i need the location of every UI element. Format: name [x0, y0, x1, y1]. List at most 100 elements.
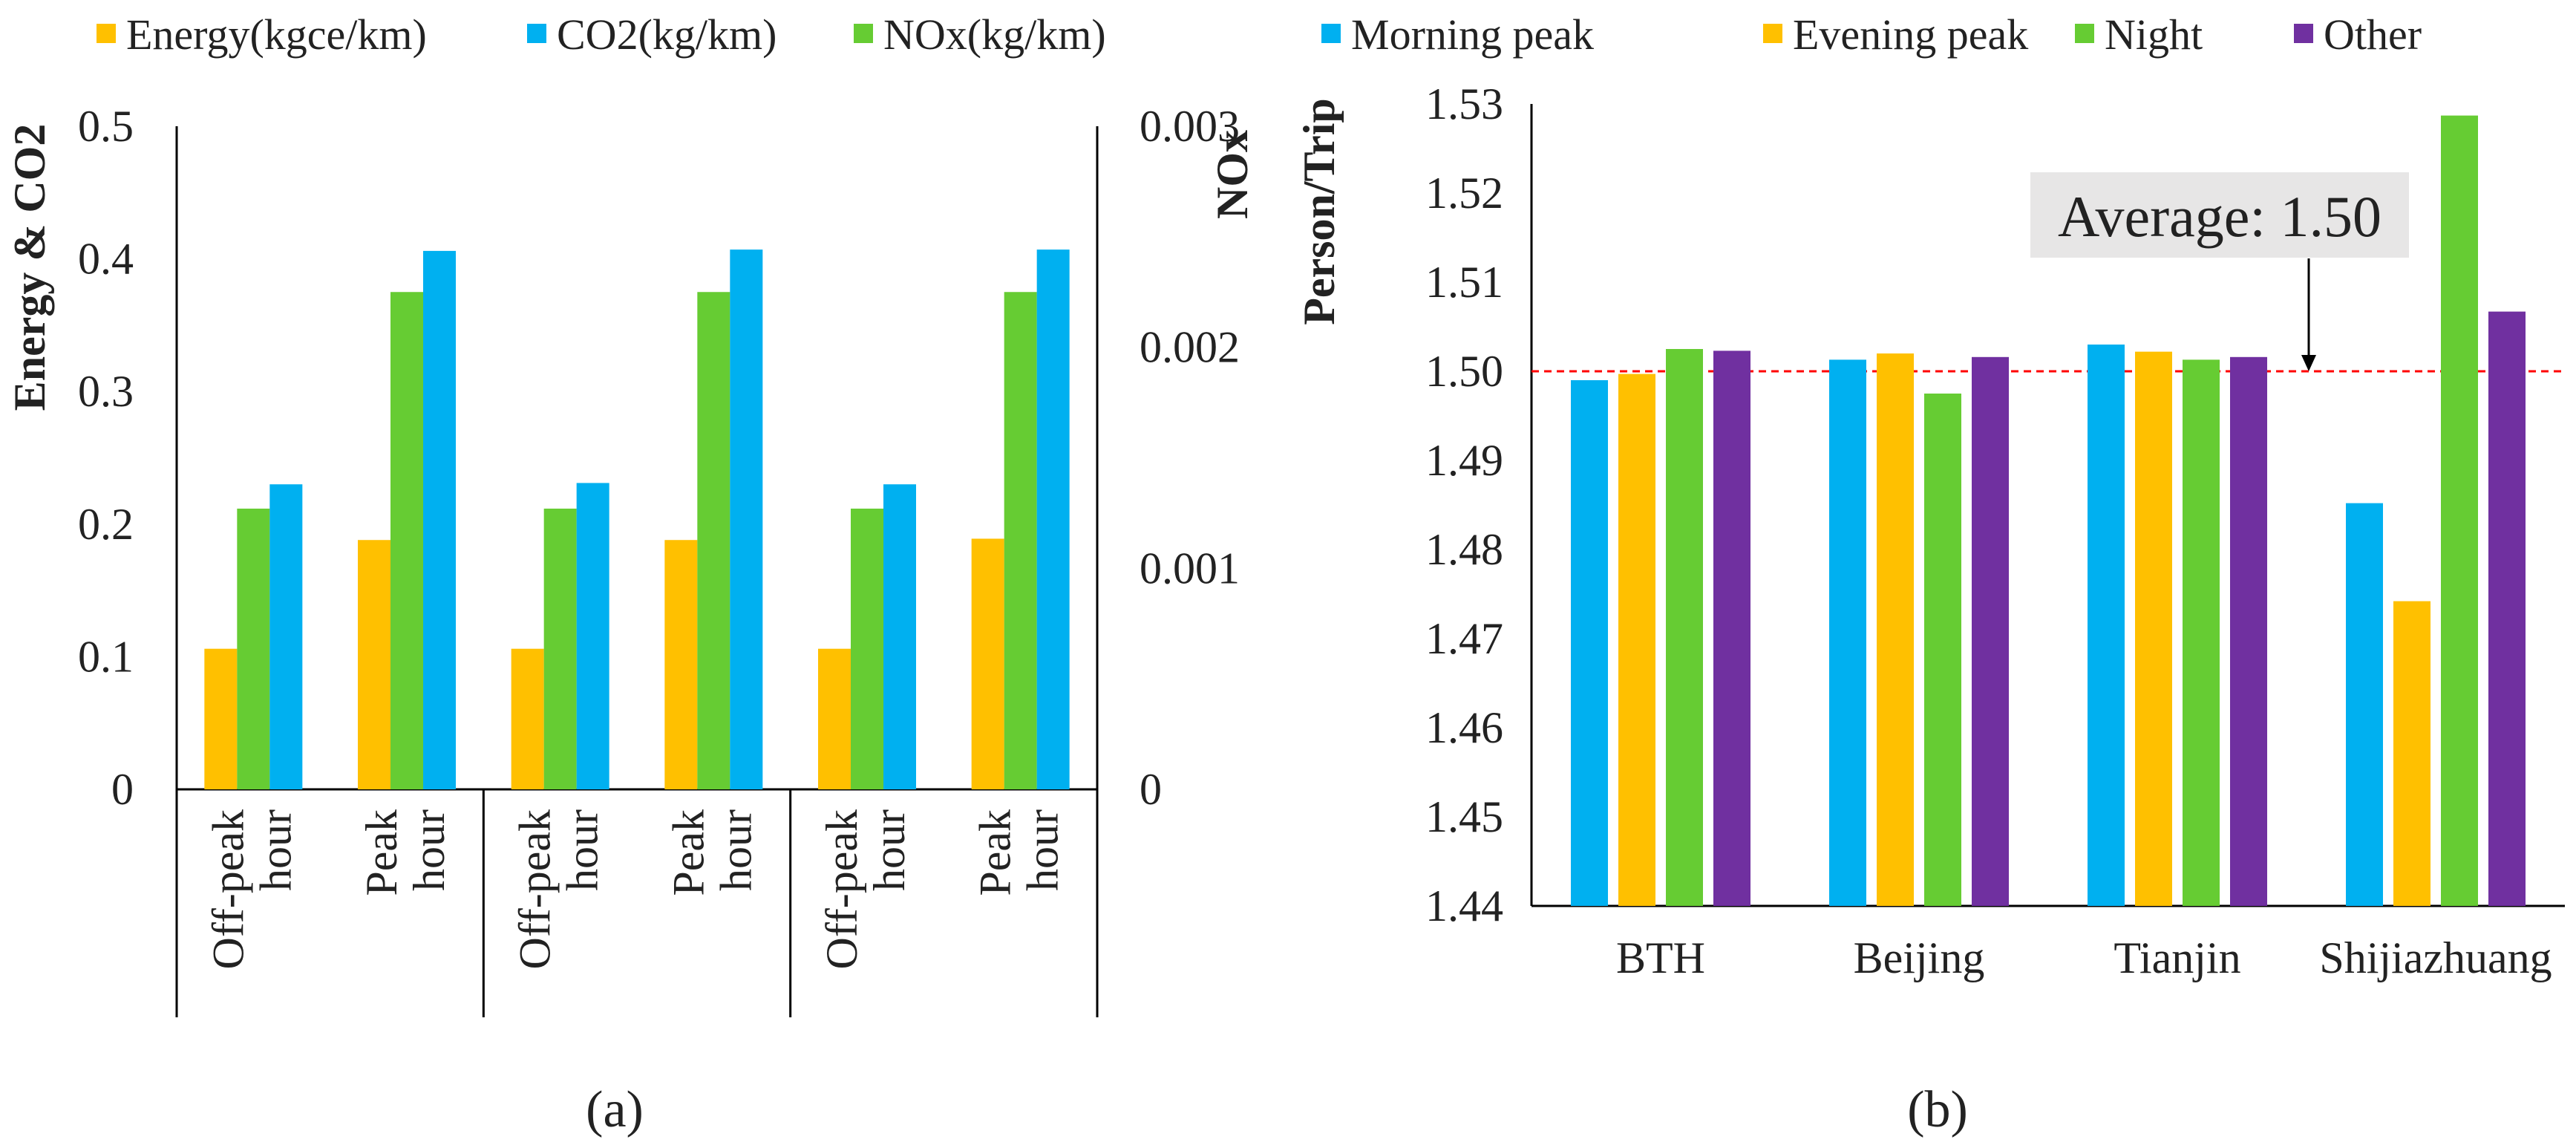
chart-a-panel-label: (a) — [586, 1081, 644, 1138]
legend-label: NOx(kg/km) — [883, 10, 1106, 59]
bar-co2-kg-km — [576, 483, 609, 789]
right-y-tick-label: 0.003 — [1140, 102, 1240, 151]
bar-other — [2488, 311, 2526, 907]
x-category-label: Off-peakhour — [817, 809, 914, 969]
x-category-line: Off-peak — [817, 809, 866, 969]
x-category-label: BTH — [1616, 933, 1705, 982]
y-tick-label: 0.5 — [78, 102, 134, 151]
bar-morning-peak — [1829, 359, 1866, 906]
chart-a-right-y-axis-label: NOx — [1208, 130, 1257, 219]
legend-label: Other — [2324, 10, 2422, 59]
bar-evening-peak — [1618, 374, 1655, 907]
chart-b-panel-label: (b) — [1907, 1081, 1968, 1138]
right-y-tick-label: 0.001 — [1140, 544, 1240, 593]
bar-other — [1713, 350, 1750, 906]
y-tick-label: 1.49 — [1425, 436, 1503, 485]
bar-night — [1924, 394, 1961, 906]
bar-nox-kg-km — [237, 508, 270, 789]
chart-a: Energy(kgce/km) CO2(kg/km) NOx(kg/km) Ener… — [5, 10, 1257, 1138]
chart-b-ticks: 1.44 1.45 1.46 1.47 1.48 1.49 1.50 1.51 1.52 1.53 — [1425, 79, 1503, 930]
legend-swatch — [97, 24, 116, 43]
x-category-line: Peak — [664, 809, 713, 896]
right-y-tick-label: 0.002 — [1140, 323, 1240, 372]
bar-energy-kgce-km — [204, 648, 238, 789]
bar-energy-kgce-km — [818, 648, 851, 789]
bar-night — [1666, 349, 1703, 906]
bar-co2-kg-km — [423, 250, 456, 789]
chart-b: Morning peak Evening peak Night Other Perso… — [1295, 10, 2565, 1138]
bar-co2-kg-km — [269, 484, 303, 789]
y-tick-label: 1.47 — [1425, 614, 1503, 663]
x-category-label: Peakhour — [971, 809, 1068, 896]
y-tick-label: 1.45 — [1425, 792, 1503, 841]
chart-b-y-axis-label: Person/Trip — [1295, 98, 1344, 325]
y-tick-label: 0.2 — [78, 500, 134, 549]
bar-nox-kg-km — [697, 292, 730, 789]
y-tick-label: 0.4 — [78, 235, 134, 284]
annotation-arrowhead — [2301, 355, 2316, 371]
bar-co2-kg-km — [730, 250, 763, 789]
bar-night — [2441, 115, 2478, 907]
x-category-label: Peakhour — [357, 809, 454, 896]
chart-b-annotation: Average: 1.50 — [2030, 172, 2409, 371]
bar-morning-peak — [2346, 503, 2383, 906]
legend-swatch — [2075, 24, 2094, 43]
y-tick-label: 1.46 — [1425, 703, 1503, 752]
legend-swatch — [527, 24, 546, 43]
bar-evening-peak — [1877, 353, 1914, 906]
legend-swatch — [1763, 24, 1782, 43]
right-y-tick-label: 0 — [1140, 765, 1162, 814]
chart-a-y-axis-label: Energy & CO2 — [5, 124, 54, 411]
bar-co2-kg-km — [883, 484, 916, 789]
y-tick-label: 1.52 — [1425, 169, 1503, 218]
bar-other — [2230, 356, 2267, 906]
y-tick-label: 1.53 — [1425, 79, 1503, 128]
annotation-text: Average: 1.50 — [2058, 184, 2382, 249]
y-tick-label: 0 — [111, 765, 134, 814]
x-category-line: hour — [251, 809, 300, 891]
y-tick-label: 1.51 — [1425, 258, 1503, 307]
bar-nox-kg-km — [851, 508, 883, 789]
legend-label: CO2(kg/km) — [557, 10, 777, 59]
bar-evening-peak — [2393, 601, 2430, 906]
legend-label: Night — [2105, 10, 2203, 59]
x-category-label: Shijiazhuang — [2319, 933, 2552, 982]
x-category-line: hour — [1019, 809, 1068, 891]
chart-a-ticks: 0 0.1 0.2 0.3 0.4 0.5 0 0.001 0.002 0.003 — [78, 102, 1240, 814]
legend-label: Evening peak — [1793, 10, 2028, 59]
bar-energy-kgce-km — [664, 540, 698, 789]
y-tick-label: 1.48 — [1425, 525, 1503, 574]
x-category-label: Off-peakhour — [511, 809, 607, 969]
x-category-line: Off-peak — [511, 809, 560, 969]
bar-energy-kgce-km — [511, 648, 544, 789]
y-tick-label: 1.50 — [1425, 347, 1503, 396]
x-category-line: Off-peak — [203, 809, 252, 969]
bar-energy-kgce-km — [971, 538, 1004, 789]
x-category-label: Peakhour — [664, 809, 760, 896]
chart-b-legend: Morning peak Evening peak Night Other — [1321, 10, 2422, 59]
chart-b-axes — [1530, 104, 2565, 907]
bar-nox-kg-km — [1004, 292, 1037, 789]
x-category-line: hour — [558, 809, 607, 891]
x-category-label: Tianjin — [2114, 933, 2240, 982]
x-category-label: Off-peakhour — [203, 809, 300, 969]
bar-nox-kg-km — [543, 508, 577, 789]
bar-night — [2183, 359, 2220, 906]
bar-other — [1972, 356, 2009, 906]
chart-b-categories: BTH Beijing Tianjin Shijiazhuang — [1616, 933, 2552, 982]
x-category-line: Peak — [971, 809, 1020, 896]
x-category-label: Beijing — [1854, 933, 1985, 982]
legend-label: Morning peak — [1351, 10, 1594, 59]
legend-label: Energy(kgce/km) — [126, 10, 427, 59]
chart-b-bars — [1571, 115, 2526, 907]
legend-swatch — [1321, 24, 1341, 43]
bar-evening-peak — [2135, 351, 2172, 907]
legend-swatch — [854, 24, 873, 43]
bar-energy-kgce-km — [358, 540, 390, 789]
bar-co2-kg-km — [1036, 250, 1070, 789]
y-tick-label: 1.44 — [1425, 881, 1503, 930]
y-tick-label: 0.1 — [78, 632, 134, 681]
legend-swatch — [2294, 24, 2313, 43]
x-category-line: hour — [865, 809, 914, 891]
